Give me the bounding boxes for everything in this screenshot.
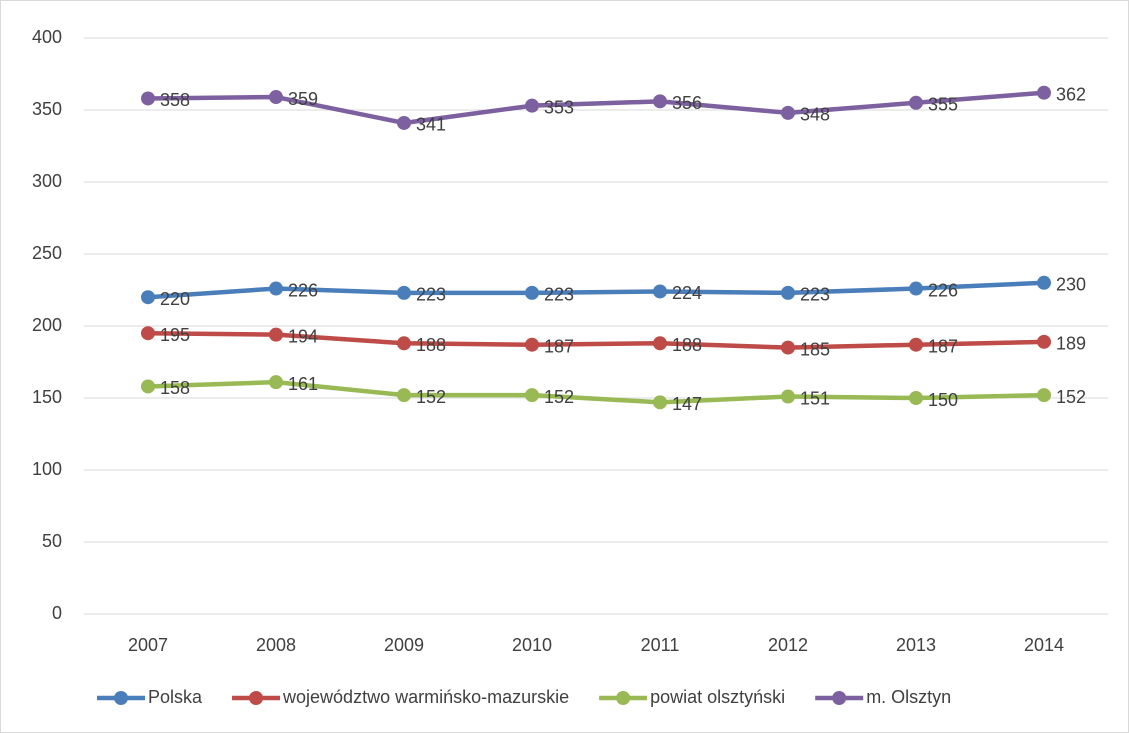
data-point [1037,334,1051,349]
data-label: 356 [672,93,702,113]
data-point [909,281,923,296]
data-point [525,388,539,403]
data-label: 185 [800,339,830,359]
data-point [269,90,283,105]
y-tick-label: 150 [32,387,62,407]
data-label: 187 [544,336,574,356]
data-label: 359 [288,89,318,109]
data-label: 223 [416,285,446,305]
data-point [653,395,667,410]
data-point [781,340,795,355]
data-label: 151 [800,388,830,408]
data-point [269,281,283,296]
data-label: 358 [160,90,190,110]
data-label: 223 [544,285,574,305]
data-label: 152 [544,387,574,407]
data-label: 230 [1056,275,1086,295]
legend-label: m. Olsztyn [866,687,951,707]
series-line [145,90,1047,126]
y-tick-label: 350 [32,99,62,119]
data-label: 188 [416,335,446,355]
legend-marker [249,691,264,705]
data-point [1037,388,1051,403]
data-point [909,95,923,110]
data-point [909,337,923,352]
data-point [1037,85,1051,100]
data-label: 348 [800,105,830,125]
y-tick-label: 200 [32,315,62,335]
y-tick-label: 0 [52,603,62,623]
legend-marker [832,691,847,705]
data-point [397,388,411,403]
data-label: 158 [160,378,190,398]
data-point [141,290,155,305]
y-tick-label: 100 [32,459,62,479]
x-tick-label: 2012 [768,635,808,655]
data-point [397,336,411,351]
series-line [145,379,1047,405]
x-tick-label: 2011 [641,635,680,655]
x-tick-label: 2009 [384,635,424,655]
legend-label: Polska [148,687,203,707]
data-point [781,285,795,300]
data-point [909,391,923,405]
data-point [653,284,667,299]
legend-marker [114,691,128,705]
data-point [781,389,795,404]
y-tick-label: 300 [32,171,62,191]
y-tick-label: 250 [32,243,62,263]
legend-label: powiat olsztyński [650,687,785,707]
data-point [525,337,539,352]
x-tick-label: 2014 [1024,635,1064,655]
x-tick-label: 2008 [256,635,296,655]
series-line [145,330,1047,350]
legend-label: województwo warmińsko-mazurskie [282,687,569,707]
x-tick-label: 2013 [896,635,936,655]
data-label: 147 [672,394,702,414]
data-label: 226 [928,280,958,300]
data-label: 187 [928,336,958,356]
data-point [397,115,411,130]
data-point [781,105,795,120]
data-point [141,379,155,394]
data-label: 353 [544,97,574,117]
data-point [525,98,539,113]
data-point [653,94,667,109]
x-tick-label: 2010 [512,635,552,655]
data-point [269,327,283,342]
data-label: 341 [416,115,446,135]
data-point [397,285,411,300]
data-point [653,336,667,351]
data-label: 161 [288,374,318,394]
data-point [1037,275,1051,290]
data-point [269,375,283,390]
data-label: 223 [800,285,830,305]
data-label: 150 [928,390,958,410]
data-label: 194 [288,326,318,346]
data-label: 362 [1056,84,1086,104]
x-tick-label: 2007 [128,635,168,655]
data-point [141,326,155,341]
data-point [141,91,155,106]
data-label: 188 [672,335,702,355]
data-label: 226 [288,280,318,300]
legend-marker [616,691,631,705]
y-tick-label: 50 [42,531,62,551]
data-label: 189 [1056,334,1086,354]
data-label: 220 [160,289,190,309]
data-label: 355 [928,95,958,115]
y-tick-label: 400 [32,27,62,47]
data-label: 224 [672,283,702,303]
data-point [525,285,539,300]
series-line [145,280,1047,300]
data-label: 152 [416,387,446,407]
data-label: 152 [1056,387,1086,407]
data-label: 195 [160,325,190,345]
